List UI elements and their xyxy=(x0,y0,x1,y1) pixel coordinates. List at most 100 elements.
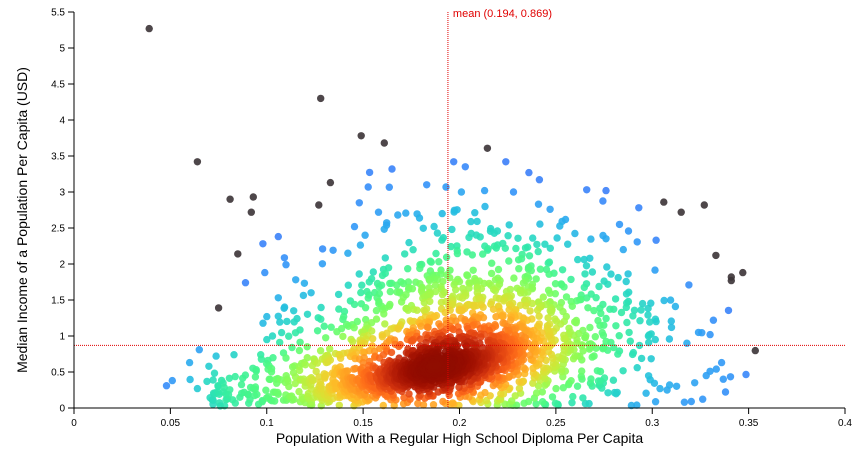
data-point xyxy=(532,389,541,397)
y-tick: 3 xyxy=(59,188,74,199)
data-point xyxy=(203,377,211,386)
data-point xyxy=(646,318,654,326)
data-point xyxy=(651,315,660,323)
data-point xyxy=(724,306,733,315)
data-point xyxy=(404,278,413,286)
data-point xyxy=(476,324,485,333)
data-point xyxy=(499,312,507,321)
data-point xyxy=(505,257,513,265)
data-point xyxy=(349,338,357,346)
data-point xyxy=(520,364,528,372)
data-point xyxy=(665,335,674,343)
data-point xyxy=(419,224,427,232)
x-tick: 0.2 xyxy=(453,408,467,429)
data-point xyxy=(326,178,335,187)
x-tick: 0.4 xyxy=(838,408,852,429)
data-point xyxy=(295,387,303,396)
data-point xyxy=(581,270,589,278)
data-point xyxy=(651,335,659,344)
data-point xyxy=(652,236,660,244)
data-point xyxy=(261,268,269,277)
data-point xyxy=(404,265,412,273)
data-point xyxy=(580,255,588,264)
data-point xyxy=(285,332,293,340)
data-point xyxy=(452,286,460,294)
y-tick: 0 xyxy=(59,404,74,415)
data-point xyxy=(700,201,708,209)
data-point xyxy=(476,233,484,241)
data-point xyxy=(335,305,343,313)
data-point xyxy=(409,246,417,254)
data-point xyxy=(509,188,518,196)
data-point xyxy=(667,323,676,332)
x-tick: 0.25 xyxy=(546,408,566,429)
data-point xyxy=(252,367,260,375)
data-point xyxy=(617,308,626,317)
data-point xyxy=(473,217,481,226)
data-point xyxy=(637,306,645,314)
data-point xyxy=(546,244,554,252)
data-point xyxy=(432,362,440,370)
data-point xyxy=(462,342,470,351)
data-point xyxy=(276,318,284,326)
data-point xyxy=(288,392,296,400)
data-point xyxy=(405,390,413,398)
data-point xyxy=(290,318,298,326)
data-point xyxy=(522,302,530,310)
data-point xyxy=(244,390,252,398)
data-point xyxy=(326,356,335,364)
data-point xyxy=(408,318,416,326)
data-point xyxy=(481,202,489,211)
data-point xyxy=(709,316,718,324)
data-point xyxy=(567,377,575,385)
data-point xyxy=(571,318,579,326)
data-point xyxy=(384,264,393,272)
data-point xyxy=(619,245,627,254)
data-point xyxy=(356,241,365,249)
data-point xyxy=(296,338,304,346)
data-point xyxy=(405,238,413,247)
data-point xyxy=(525,168,533,177)
data-point xyxy=(193,158,202,166)
data-point xyxy=(582,262,591,270)
data-point xyxy=(607,270,615,278)
y-tick: 5 xyxy=(59,44,74,55)
data-point xyxy=(480,186,489,195)
data-point xyxy=(438,290,447,299)
data-point xyxy=(494,265,503,274)
data-point xyxy=(300,279,309,287)
data-point xyxy=(699,395,707,403)
y-tick-label: 3 xyxy=(59,188,65,199)
data-point xyxy=(298,393,306,401)
data-point xyxy=(507,316,515,324)
data-point xyxy=(369,335,377,343)
data-points xyxy=(145,24,759,410)
data-point xyxy=(492,244,500,252)
data-point xyxy=(420,298,428,307)
data-point xyxy=(318,260,327,268)
data-point xyxy=(452,317,460,325)
y-tick: 2 xyxy=(59,260,74,271)
data-point xyxy=(497,390,505,398)
data-point xyxy=(571,229,579,238)
data-point xyxy=(702,371,710,380)
data-point xyxy=(614,273,622,282)
data-point xyxy=(603,263,611,271)
data-point xyxy=(552,317,561,325)
data-point xyxy=(205,362,213,370)
data-point xyxy=(318,245,327,253)
x-tick-label: 0.3 xyxy=(645,418,659,429)
data-point xyxy=(195,346,203,354)
data-point xyxy=(162,382,171,390)
y-tick-label: 4 xyxy=(59,116,65,127)
data-point xyxy=(228,396,237,404)
data-point xyxy=(186,375,194,384)
data-point xyxy=(430,222,438,231)
data-point xyxy=(581,333,589,342)
data-point xyxy=(504,232,512,240)
data-point xyxy=(282,354,290,362)
data-point xyxy=(633,401,641,409)
x-tick-label: 0.05 xyxy=(161,418,181,429)
data-point xyxy=(501,244,509,252)
data-point xyxy=(726,373,735,381)
